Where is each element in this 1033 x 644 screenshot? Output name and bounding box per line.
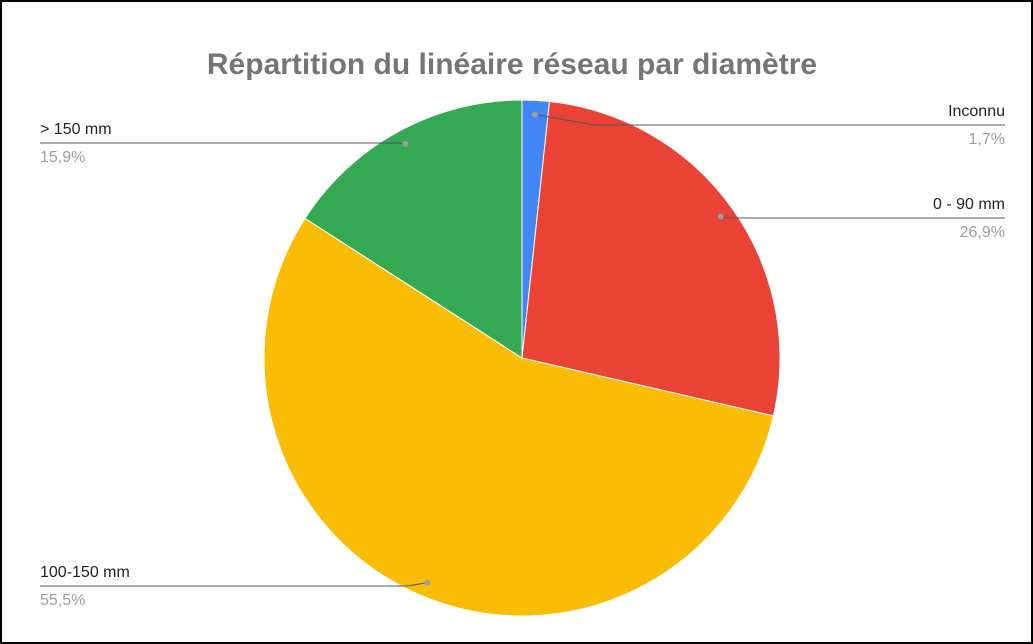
pie-slice: [521, 100, 781, 417]
leader-dot: [532, 111, 539, 118]
slice-value: 1,7%: [969, 131, 1005, 148]
slice-label: 0 - 90 mm: [933, 196, 1005, 213]
leader-dot: [424, 579, 431, 586]
slice-value: 15,9%: [40, 149, 85, 166]
leader-line: [534, 114, 1005, 126]
leader-line: [40, 582, 428, 587]
chart-title: Répartition du linéaire réseau par diamè…: [207, 48, 817, 81]
slice-label: 100-150 mm: [40, 564, 130, 581]
slice-label: > 150 mm: [40, 121, 112, 138]
slice-label: Inconnu: [948, 103, 1005, 120]
slice-value: 26,9%: [960, 224, 1005, 241]
slice-value: 55,5%: [40, 592, 85, 609]
leader-dot: [402, 140, 409, 147]
pie-slice: [304, 99, 523, 359]
leader-dot: [717, 213, 724, 220]
pie-slice: [263, 217, 775, 617]
